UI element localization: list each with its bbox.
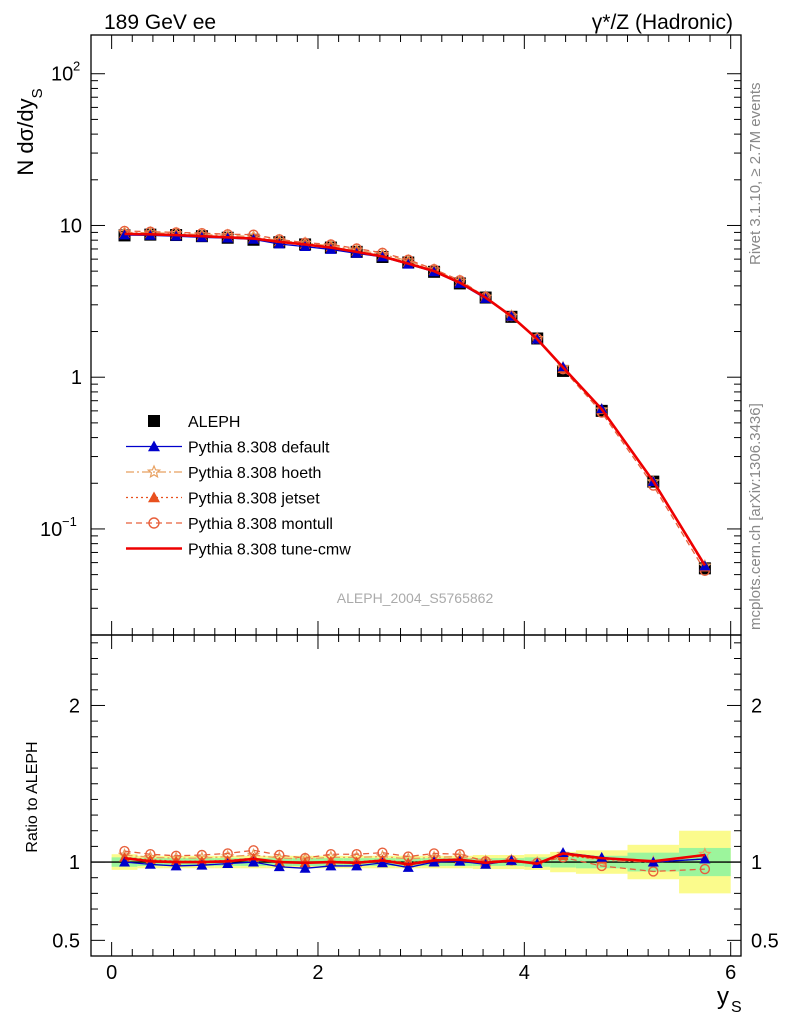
- main-y-axis-label-subscript: S: [29, 88, 46, 98]
- legend-label-data: ALEPH: [188, 414, 240, 431]
- ratio-axis-ticks: [91, 635, 741, 957]
- legend-marker-data: [148, 415, 160, 427]
- ratio-y-tick-label-right: 2: [751, 695, 762, 717]
- y-tick-label-1: 1: [71, 367, 82, 389]
- legend-label-montull: Pythia 8.308 montull: [188, 516, 333, 533]
- ratio-point-default: [170, 860, 182, 871]
- y-tick-label-0.1: 10: [40, 519, 62, 541]
- header-right: γ*/Z (Hadronic): [592, 11, 733, 34]
- x-tick-label: 2: [312, 962, 323, 984]
- legend-label-tunecmw: Pythia 8.308 tune-cmw: [188, 542, 351, 559]
- ratio-point-default: [248, 856, 259, 867]
- ratio-point-montull: [648, 866, 659, 877]
- ratio-point-default: [144, 858, 156, 869]
- ratio-point-default: [222, 858, 234, 869]
- rivet-version-label: Rivet 3.1.10, ≥ 2.7M events: [747, 83, 764, 266]
- y-tick-label-10: 10: [60, 215, 82, 237]
- ratio-point-default: [376, 857, 388, 868]
- legend-item-tunecmw: Pythia 8.308 tune-cmw: [126, 542, 351, 559]
- svg-text:N dσ/dyS: N dσ/dyS: [13, 88, 46, 175]
- main-axis-ticks: [91, 35, 741, 636]
- ratio-line-montull: [124, 849, 705, 873]
- ratio-point-default: [119, 856, 131, 867]
- series-tunecmw: [124, 232, 706, 567]
- ratio-point-default: [299, 862, 311, 873]
- x-axis-label: y S: [717, 983, 742, 1016]
- legend-item-jetset: Pythia 8.308 jetset: [126, 491, 320, 508]
- ratio-point-default: [351, 860, 363, 871]
- legend-marker-default: [148, 440, 160, 452]
- ratio-y-tick-label-left: 1: [69, 852, 80, 874]
- ratio-line-tunecmw: [124, 852, 706, 866]
- ratio-point-montull: [699, 863, 711, 875]
- legend-item-hoeth: Pythia 8.308 hoeth: [126, 464, 321, 482]
- legend-item-montull: Pythia 8.308 montull: [126, 516, 333, 533]
- data-point-default: [273, 238, 285, 249]
- x-tick-label: 0: [106, 962, 117, 984]
- ratio-y-axis-label: Ratio to ALEPH: [24, 741, 41, 852]
- mcplots-label: mcplots.cern.ch [arXiv:1306.3436]: [747, 403, 764, 630]
- x-tick-label: 6: [725, 962, 736, 984]
- ratio-point-default: [273, 861, 285, 872]
- main-y-axis-label-text: N dσ/dy: [13, 98, 38, 175]
- x-tick-label: 4: [519, 962, 530, 984]
- legend-label-default: Pythia 8.308 default: [188, 440, 330, 457]
- y-tick-exponent-0.1: −1: [62, 514, 77, 529]
- ratio-point-default: [325, 860, 337, 871]
- legend-label-hoeth: Pythia 8.308 hoeth: [188, 465, 321, 482]
- y-tick-label-100: 10: [51, 64, 73, 86]
- x-axis-label-text: y: [717, 983, 729, 1010]
- ratio-series-layer: [117, 845, 712, 877]
- ratio-series-tunecmw: [124, 852, 706, 866]
- main-y-axis-label: N dσ/dyS: [13, 88, 46, 175]
- analysis-label: ALEPH_2004_S5765862: [337, 590, 494, 606]
- ratio-y-tick-label-right: 0.5: [751, 930, 779, 952]
- ratio-panel-frame: [90, 634, 742, 957]
- legend-marker-montull: [148, 517, 160, 529]
- main-series-layer: [117, 225, 712, 576]
- data-point-default: [299, 241, 311, 252]
- header-left: 189 GeV ee: [104, 11, 216, 34]
- legend-label-jetset: Pythia 8.308 jetset: [188, 491, 320, 508]
- legend-marker-hoeth: [146, 464, 162, 479]
- legend: ALEPH Pythia 8.308 default Pythia 8.308 ho…: [126, 414, 351, 559]
- ratio-y-tick-label-right: 1: [751, 852, 762, 874]
- ratio-y-tick-label-left: 2: [69, 695, 80, 717]
- series-line-tunecmw: [124, 232, 706, 567]
- ratio-point-default: [402, 862, 414, 872]
- ratio-point-default: [196, 859, 208, 870]
- legend-item-data: ALEPH: [148, 414, 240, 431]
- legend-item-default: Pythia 8.308 default: [126, 440, 330, 457]
- ratio-y-tick-label-left: 0.5: [52, 930, 80, 952]
- data-point-default: [699, 560, 711, 571]
- y-tick-exponent-100: 2: [73, 59, 80, 74]
- x-axis-label-subscript: S: [731, 999, 742, 1016]
- ratio-point-default: [699, 853, 711, 864]
- legend-marker-jetset: [148, 491, 160, 503]
